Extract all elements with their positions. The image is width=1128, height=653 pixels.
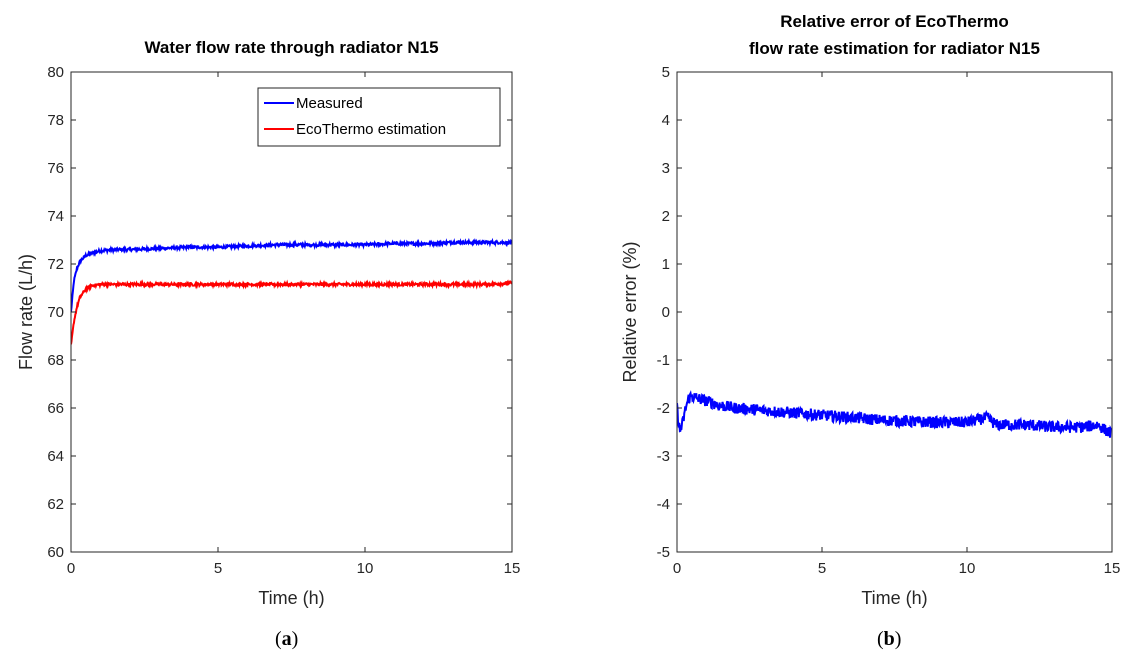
panel-b-label: b [884,628,895,650]
y-tick-label: -5 [657,544,670,561]
y-tick-label: 0 [662,304,670,321]
chart-title: flow rate estimation for radiator N15 [749,39,1040,58]
panel-b-chart: 0 5 10 15 -5 -4 -3 -2 -1 0 1 2 3 4 5 Relative error of … [620,12,1120,608]
y-tick-label: 62 [47,496,64,513]
x-tick-label: 10 [357,560,374,577]
y-tick-label: 68 [47,352,64,369]
y-tick-label: 1 [662,256,670,273]
panel-a-label: a [282,628,292,650]
chart-title: Relative error of EcoThermo [780,12,1009,31]
y-tick-label: 4 [662,112,670,129]
plot-area [677,72,1112,552]
y-axis-label: Relative error (%) [620,241,640,382]
x-tick-label: 5 [214,560,222,577]
y-tick-label: 64 [47,448,64,465]
y-tick-label: -3 [657,448,670,465]
y-tick-label: 80 [47,64,64,81]
y-tick-label: 76 [47,160,64,177]
y-tick-label: 70 [47,304,64,321]
y-tick-label: 72 [47,256,64,273]
y-tick-label: -1 [657,352,670,369]
y-tick-label: 60 [47,544,64,561]
x-tick-label: 5 [818,560,826,577]
y-tick-label: -4 [657,496,670,513]
y-tick-label: 66 [47,400,64,417]
chart-title: Water flow rate through radiator N15 [144,38,438,57]
legend-label: Measured [296,95,363,112]
y-tick-label: 78 [47,112,64,129]
panel-b-caption: (b) [877,628,901,651]
x-axis-label: Time (h) [258,588,324,608]
legend: Measured EcoThermo estimation [258,88,500,146]
panel-a-caption: (a) [275,628,298,651]
y-tick-label: 3 [662,160,670,177]
y-axis-label: Flow rate (L/h) [16,254,36,370]
x-tick-label: 15 [1104,560,1121,577]
legend-label: EcoThermo estimation [296,121,446,138]
y-tick-label: 74 [47,208,64,225]
y-tick-label: 5 [662,64,670,81]
x-tick-label: 0 [67,560,75,577]
x-tick-label: 10 [959,560,976,577]
x-tick-label: 15 [504,560,521,577]
x-tick-label: 0 [673,560,681,577]
y-tick-label: 2 [662,208,670,225]
y-tick-label: -2 [657,400,670,417]
panel-a-chart: 0 5 10 15 60 62 64 66 68 70 72 74 76 78 80 Water flow r… [16,38,520,608]
x-axis-label: Time (h) [861,588,927,608]
